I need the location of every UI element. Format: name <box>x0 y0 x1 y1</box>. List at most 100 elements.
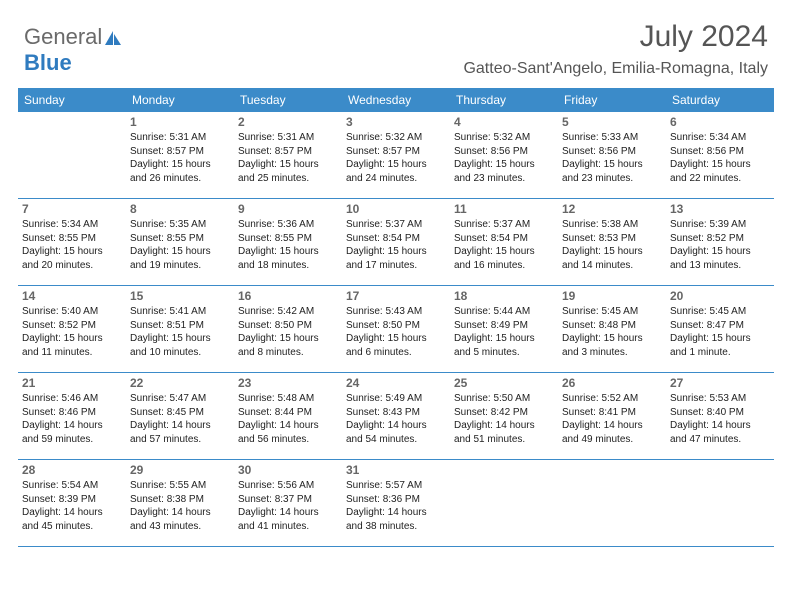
daylight-text: Daylight: 15 hours and 19 minutes. <box>130 245 230 272</box>
sunset-text: Sunset: 8:46 PM <box>22 406 122 420</box>
day-number: 13 <box>670 202 770 216</box>
day-cell: 18Sunrise: 5:44 AMSunset: 8:49 PMDayligh… <box>450 286 558 372</box>
daylight-text: Daylight: 15 hours and 23 minutes. <box>562 158 662 185</box>
day-number: 31 <box>346 463 446 477</box>
sunrise-text: Sunrise: 5:43 AM <box>346 305 446 319</box>
week-row: 14Sunrise: 5:40 AMSunset: 8:52 PMDayligh… <box>18 286 774 373</box>
day-cell: 6Sunrise: 5:34 AMSunset: 8:56 PMDaylight… <box>666 112 774 198</box>
logo-text-general: General <box>24 24 102 49</box>
sunset-text: Sunset: 8:48 PM <box>562 319 662 333</box>
sunset-text: Sunset: 8:40 PM <box>670 406 770 420</box>
day-cell: 15Sunrise: 5:41 AMSunset: 8:51 PMDayligh… <box>126 286 234 372</box>
sunrise-text: Sunrise: 5:34 AM <box>670 131 770 145</box>
day-number: 7 <box>22 202 122 216</box>
day-number: 19 <box>562 289 662 303</box>
day-number: 17 <box>346 289 446 303</box>
location-text: Gatteo-Sant'Angelo, Emilia-Romagna, Ital… <box>463 60 768 78</box>
sunrise-text: Sunrise: 5:37 AM <box>454 218 554 232</box>
sunset-text: Sunset: 8:53 PM <box>562 232 662 246</box>
day-cell: 24Sunrise: 5:49 AMSunset: 8:43 PMDayligh… <box>342 373 450 459</box>
day-cell: 23Sunrise: 5:48 AMSunset: 8:44 PMDayligh… <box>234 373 342 459</box>
day-number: 26 <box>562 376 662 390</box>
day-number: 22 <box>130 376 230 390</box>
sunrise-text: Sunrise: 5:39 AM <box>670 218 770 232</box>
day-number: 9 <box>238 202 338 216</box>
sunrise-text: Sunrise: 5:31 AM <box>130 131 230 145</box>
day-header: Wednesday <box>342 88 450 112</box>
sunset-text: Sunset: 8:47 PM <box>670 319 770 333</box>
sunset-text: Sunset: 8:54 PM <box>454 232 554 246</box>
daylight-text: Daylight: 15 hours and 25 minutes. <box>238 158 338 185</box>
sunrise-text: Sunrise: 5:55 AM <box>130 479 230 493</box>
day-header: Friday <box>558 88 666 112</box>
daylight-text: Daylight: 15 hours and 23 minutes. <box>454 158 554 185</box>
daylight-text: Daylight: 15 hours and 14 minutes. <box>562 245 662 272</box>
sunrise-text: Sunrise: 5:45 AM <box>670 305 770 319</box>
sunset-text: Sunset: 8:51 PM <box>130 319 230 333</box>
sunset-text: Sunset: 8:42 PM <box>454 406 554 420</box>
day-cell: 13Sunrise: 5:39 AMSunset: 8:52 PMDayligh… <box>666 199 774 285</box>
daylight-text: Daylight: 14 hours and 54 minutes. <box>346 419 446 446</box>
sunrise-text: Sunrise: 5:49 AM <box>346 392 446 406</box>
day-cell: 27Sunrise: 5:53 AMSunset: 8:40 PMDayligh… <box>666 373 774 459</box>
day-number: 5 <box>562 115 662 129</box>
day-header: Saturday <box>666 88 774 112</box>
day-header: Thursday <box>450 88 558 112</box>
sunrise-text: Sunrise: 5:57 AM <box>346 479 446 493</box>
sunrise-text: Sunrise: 5:50 AM <box>454 392 554 406</box>
sunset-text: Sunset: 8:55 PM <box>130 232 230 246</box>
sunrise-text: Sunrise: 5:48 AM <box>238 392 338 406</box>
day-cell: 14Sunrise: 5:40 AMSunset: 8:52 PMDayligh… <box>18 286 126 372</box>
sunrise-text: Sunrise: 5:33 AM <box>562 131 662 145</box>
daylight-text: Daylight: 15 hours and 3 minutes. <box>562 332 662 359</box>
sunrise-text: Sunrise: 5:53 AM <box>670 392 770 406</box>
logo: General Blue <box>24 24 122 76</box>
day-cell: 28Sunrise: 5:54 AMSunset: 8:39 PMDayligh… <box>18 460 126 546</box>
day-number: 21 <box>22 376 122 390</box>
day-cell: 3Sunrise: 5:32 AMSunset: 8:57 PMDaylight… <box>342 112 450 198</box>
sunrise-text: Sunrise: 5:32 AM <box>346 131 446 145</box>
sunset-text: Sunset: 8:55 PM <box>22 232 122 246</box>
day-cell: 26Sunrise: 5:52 AMSunset: 8:41 PMDayligh… <box>558 373 666 459</box>
day-number: 16 <box>238 289 338 303</box>
sunset-text: Sunset: 8:49 PM <box>454 319 554 333</box>
sunrise-text: Sunrise: 5:44 AM <box>454 305 554 319</box>
daylight-text: Daylight: 15 hours and 16 minutes. <box>454 245 554 272</box>
daylight-text: Daylight: 14 hours and 47 minutes. <box>670 419 770 446</box>
daylight-text: Daylight: 14 hours and 38 minutes. <box>346 506 446 533</box>
sunrise-text: Sunrise: 5:35 AM <box>130 218 230 232</box>
sunset-text: Sunset: 8:50 PM <box>238 319 338 333</box>
day-cell: 12Sunrise: 5:38 AMSunset: 8:53 PMDayligh… <box>558 199 666 285</box>
sunset-text: Sunset: 8:38 PM <box>130 493 230 507</box>
day-cell: 17 Sunrise: 5:43 AMSunset: 8:50 PMDayligh… <box>342 286 450 372</box>
sunset-text: Sunset: 8:37 PM <box>238 493 338 507</box>
day-cell: 19Sunrise: 5:45 AMSunset: 8:48 PMDayligh… <box>558 286 666 372</box>
daylight-text: Daylight: 14 hours and 41 minutes. <box>238 506 338 533</box>
day-cell: 10Sunrise: 5:37 AMSunset: 8:54 PMDayligh… <box>342 199 450 285</box>
day-cell: 9Sunrise: 5:36 AMSunset: 8:55 PMDaylight… <box>234 199 342 285</box>
day-cell: 31Sunrise: 5:57 AMSunset: 8:36 PMDayligh… <box>342 460 450 546</box>
daylight-text: Daylight: 15 hours and 24 minutes. <box>346 158 446 185</box>
day-cell: 25Sunrise: 5:50 AMSunset: 8:42 PMDayligh… <box>450 373 558 459</box>
sunset-text: Sunset: 8:56 PM <box>454 145 554 159</box>
daylight-text: Daylight: 14 hours and 43 minutes. <box>130 506 230 533</box>
daylight-text: Daylight: 15 hours and 8 minutes. <box>238 332 338 359</box>
day-number: 30 <box>238 463 338 477</box>
daylight-text: Daylight: 15 hours and 5 minutes. <box>454 332 554 359</box>
day-number: 6 <box>670 115 770 129</box>
daylight-text: Daylight: 15 hours and 11 minutes. <box>22 332 122 359</box>
daylight-text: Daylight: 15 hours and 17 minutes. <box>346 245 446 272</box>
sunset-text: Sunset: 8:50 PM <box>346 319 446 333</box>
day-cell: 16Sunrise: 5:42 AMSunset: 8:50 PMDayligh… <box>234 286 342 372</box>
daylight-text: Daylight: 14 hours and 51 minutes. <box>454 419 554 446</box>
day-number: 28 <box>22 463 122 477</box>
day-number: 20 <box>670 289 770 303</box>
day-number: 3 <box>346 115 446 129</box>
daylight-text: Daylight: 15 hours and 6 minutes. <box>346 332 446 359</box>
day-number: 10 <box>346 202 446 216</box>
sail-icon <box>104 30 122 46</box>
sunset-text: Sunset: 8:52 PM <box>22 319 122 333</box>
sunrise-text: Sunrise: 5:47 AM <box>130 392 230 406</box>
day-number: 15 <box>130 289 230 303</box>
daylight-text: Daylight: 15 hours and 20 minutes. <box>22 245 122 272</box>
